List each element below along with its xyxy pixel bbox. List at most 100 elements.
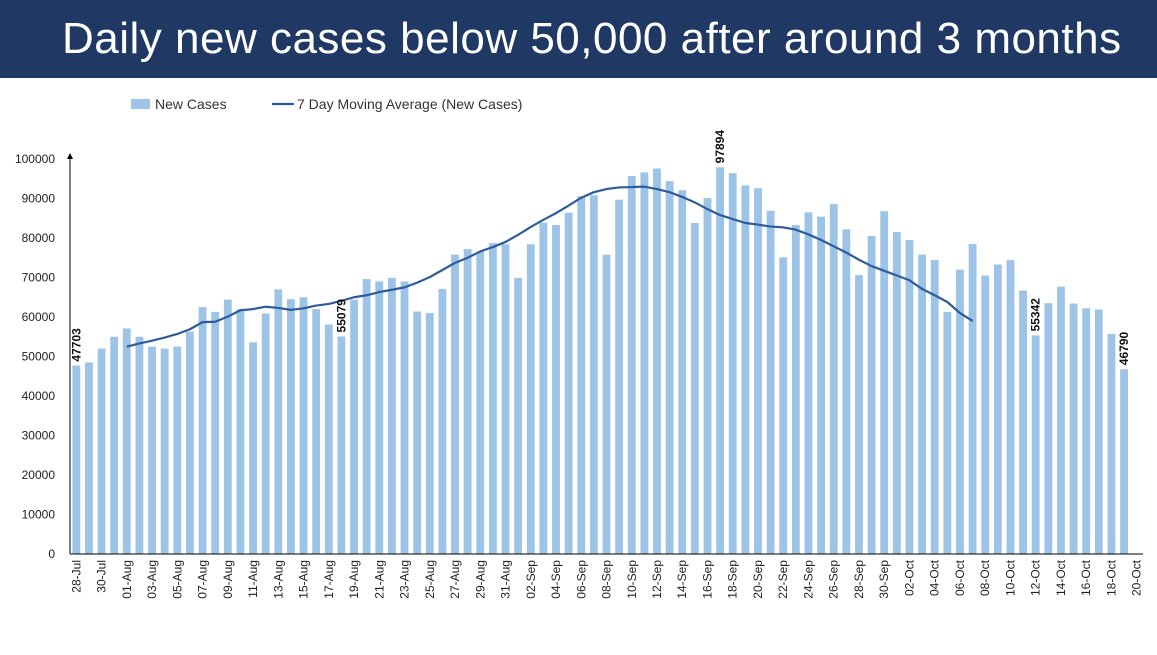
bar-30-Sep <box>880 211 889 554</box>
bar-25-Aug <box>425 313 434 554</box>
bar-25-Sep <box>817 216 826 555</box>
bar-22-Sep <box>779 257 788 554</box>
bar-14-Sep <box>678 190 687 554</box>
bar-04-Sep <box>552 224 560 554</box>
bar-09-Oct <box>993 264 1002 554</box>
bar-13-Oct <box>1044 303 1053 554</box>
x-tick-label: 27-Aug <box>448 560 462 599</box>
bar-04-Oct <box>930 260 939 554</box>
x-tick-label: 12-Sep <box>650 560 664 599</box>
bar-21-Aug <box>375 281 384 554</box>
y-tick-label: 90000 <box>22 192 56 206</box>
x-tick-label: 28-Jul <box>69 560 83 593</box>
bar-28-Sep <box>855 275 863 554</box>
bar-28-Jul <box>72 365 81 554</box>
bar-18-Oct <box>1107 333 1116 554</box>
y-tick-label: 20000 <box>22 468 56 482</box>
x-tick-label: 24-Sep <box>801 560 815 599</box>
bar-18-Aug <box>337 336 346 554</box>
moving-average-line <box>126 185 974 348</box>
x-tick-label: 11-Aug <box>246 560 260 598</box>
bar-23-Sep <box>791 224 800 554</box>
y-tick-label: 60000 <box>22 310 56 324</box>
bar-11-Sep <box>640 172 649 554</box>
bar-11-Oct <box>1019 290 1027 554</box>
data-labels: 47703 55079 97894 55342 46790 <box>69 130 1131 366</box>
x-tick-label: 16-Oct <box>1079 559 1093 596</box>
bar-31-Aug <box>501 244 510 554</box>
x-tick-label: 30-Sep <box>877 560 891 599</box>
bar-12-Sep <box>653 168 661 554</box>
bar-08-Aug <box>211 311 220 554</box>
bar-21-Sep <box>766 210 775 554</box>
x-tick-label: 17-Aug <box>322 560 336 599</box>
bar-12-Aug <box>261 313 270 554</box>
x-tick-label: 02-Sep <box>524 560 538 599</box>
x-tick-label: 20-Oct <box>1130 559 1144 596</box>
bar-15-Oct <box>1069 303 1078 554</box>
bar-30-Aug <box>488 243 497 554</box>
bar-13-Sep <box>665 181 674 554</box>
bar-05-Aug <box>173 346 182 555</box>
bar-29-Sep <box>867 236 876 554</box>
bar-08-Sep <box>602 254 611 554</box>
x-tick-label: 25-Aug <box>423 560 437 599</box>
legend-label-moving-average: 7 Day Moving Average (New Cases) <box>297 96 522 112</box>
bar-13-Aug <box>274 289 283 554</box>
x-tick-label: 06-Oct <box>953 559 967 596</box>
y-tick-label: 40000 <box>22 389 56 403</box>
x-tick-label: 02-Oct <box>902 559 916 596</box>
bar-22-Aug <box>387 277 396 554</box>
x-tick-label: 09-Aug <box>221 560 235 599</box>
bar-15-Aug <box>299 297 308 554</box>
x-tick-label: 22-Sep <box>776 560 790 599</box>
x-tick-label: 07-Aug <box>196 560 210 599</box>
chart-area: New Cases 7 Day Moving Average (New Cases… <box>0 78 1157 650</box>
x-tick-label: 16-Sep <box>700 560 714 599</box>
x-tick-label: 01-Aug <box>120 560 134 599</box>
bar-02-Oct <box>905 239 914 554</box>
data-label-19-Oct: 46790 <box>1117 331 1131 365</box>
x-tick-label: 14-Oct <box>1054 559 1068 596</box>
x-tick-label: 31-Aug <box>499 560 513 599</box>
bar-29-Jul <box>85 362 93 554</box>
bar-series-new-cases <box>72 167 1128 555</box>
bar-27-Sep <box>842 229 851 554</box>
bar-28-Aug <box>463 249 472 554</box>
bar-18-Sep <box>728 173 737 554</box>
page-title: Daily new cases below 50,000 after aroun… <box>62 14 1122 63</box>
line-series-moving-average <box>126 185 974 348</box>
bar-26-Aug <box>438 288 447 554</box>
x-tick-label: 18-Sep <box>726 560 740 599</box>
x-tick-label: 20-Sep <box>751 560 765 599</box>
bar-01-Oct <box>892 232 901 554</box>
bar-02-Aug <box>135 336 144 554</box>
chart-axes: 0 10000 20000 30000 40000 50000 60000 70000 8000… <box>15 152 1144 599</box>
bar-24-Aug <box>413 311 422 554</box>
x-tick-label: 15-Aug <box>297 560 311 599</box>
bar-19-Sep <box>741 185 750 554</box>
bar-02-Sep <box>526 244 535 554</box>
data-label-17-Sep: 97894 <box>713 130 727 164</box>
y-tick-label: 100000 <box>15 152 55 166</box>
x-tick-label: 04-Sep <box>549 560 563 599</box>
bar-09-Sep <box>615 199 624 554</box>
x-tick-label: 21-Aug <box>372 560 386 599</box>
bar-17-Aug <box>324 324 333 554</box>
bar-19-Oct <box>1120 369 1128 554</box>
bar-31-Jul <box>110 336 119 554</box>
bar-05-Oct <box>943 311 952 554</box>
bar-23-Aug <box>400 281 409 554</box>
bar-09-Aug <box>223 299 232 554</box>
bar-03-Aug <box>148 346 156 555</box>
bar-19-Aug <box>350 299 358 554</box>
bar-07-Sep <box>589 195 598 554</box>
x-tick-label: 26-Sep <box>827 560 841 599</box>
y-tick-label: 70000 <box>22 271 56 285</box>
bar-30-Jul <box>97 348 106 554</box>
bar-24-Sep <box>804 212 813 554</box>
x-tick-label: 05-Aug <box>170 560 184 599</box>
bar-16-Oct <box>1082 308 1091 554</box>
bar-11-Aug <box>249 342 257 554</box>
legend-label-new-cases: New Cases <box>155 96 227 112</box>
